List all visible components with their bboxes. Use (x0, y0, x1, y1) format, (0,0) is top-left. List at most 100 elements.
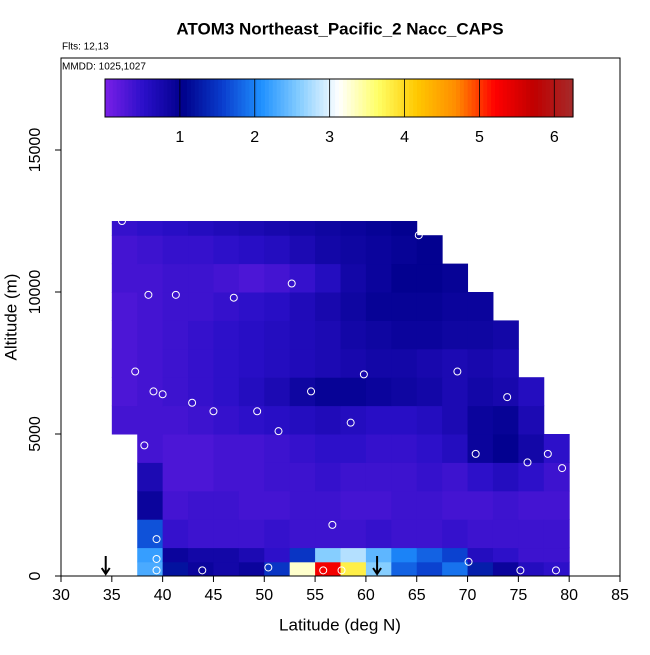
heatmap-cell (365, 490, 392, 520)
colorbar-swatch (549, 79, 555, 117)
x-tick-label: 75 (509, 587, 527, 604)
heatmap-cell (162, 263, 189, 293)
colorbar-swatch (448, 79, 453, 117)
colorbar-swatch (510, 79, 516, 117)
colorbar-tick-label: 4 (400, 129, 409, 146)
heatmap-cell (365, 377, 392, 407)
heatmap-cell (213, 519, 240, 549)
colorbar-swatch (292, 79, 297, 117)
heatmap-cell (365, 221, 392, 236)
sample-point (551, 566, 560, 575)
heatmap-cell (340, 519, 367, 549)
heatmap-cell (137, 235, 164, 265)
colorbar-swatch (311, 79, 317, 117)
heatmap-cell (416, 292, 443, 321)
heatmap-cell (289, 561, 316, 577)
heatmap-cell (315, 263, 341, 293)
y-tick-label: 0 (27, 571, 44, 580)
heatmap-cell (315, 348, 341, 378)
heatmap-cell (238, 561, 265, 577)
colorbar-swatch (284, 79, 289, 117)
colorbar-swatch (401, 79, 406, 117)
colorbar-swatch (381, 79, 387, 117)
colorbar-swatch (389, 79, 395, 117)
heatmap-cell (289, 235, 316, 265)
heatmap-cell (315, 221, 341, 236)
heatmap-cell (416, 320, 443, 350)
heatmap-cell (238, 320, 265, 350)
chart-title: ATOM3 Northeast_Pacific_2 Nacc_CAPS (176, 19, 503, 38)
colorbar-swatch (222, 79, 227, 117)
heatmap-cell (416, 263, 443, 293)
colorbar-swatch (202, 79, 207, 117)
colorbar-swatch (276, 79, 282, 117)
heatmap-cell (188, 490, 214, 520)
colorbar-swatch (346, 79, 352, 117)
heatmap-cell (391, 292, 418, 321)
heatmap-cell (467, 434, 494, 463)
heatmap-cell (391, 405, 418, 435)
heatmap-cell (289, 462, 316, 492)
sample-point (144, 290, 153, 299)
heatmap-cell (365, 462, 392, 492)
colorbar-swatch (428, 79, 434, 117)
colorbar-swatch (132, 79, 137, 117)
colorbar-tick-label: 5 (475, 129, 484, 146)
heatmap-cell (365, 320, 392, 350)
heatmap-cell (492, 490, 519, 520)
colorbar-swatch (303, 79, 309, 117)
colorbar-swatch (194, 79, 200, 117)
heatmap-cell (238, 235, 265, 265)
colorbar-swatch (190, 79, 196, 117)
sample-point (152, 535, 161, 544)
colorbar-swatch (179, 79, 184, 117)
heatmap-cell (518, 519, 545, 549)
sample-point (152, 566, 161, 575)
sample-point (158, 390, 167, 399)
heatmap-cell (391, 490, 418, 520)
colorbar-swatch (229, 79, 235, 117)
heatmap-cell (340, 462, 367, 492)
heatmap-cell (137, 348, 164, 378)
colorbar-swatch (354, 79, 360, 117)
colorbar-tick-label: 3 (325, 129, 334, 146)
heatmap-cell (315, 434, 341, 463)
colorbar-swatch (432, 79, 438, 117)
heatmap-cell (340, 221, 367, 236)
heatmap-cell (518, 490, 545, 520)
heatmap-cell (467, 561, 494, 577)
colorbar-swatch (331, 79, 336, 117)
heatmap-cell (391, 462, 418, 492)
colorbar-swatch (300, 79, 305, 117)
heatmap-cell (137, 221, 164, 236)
colorbar-swatch (323, 79, 328, 117)
x-tick-label: 85 (611, 587, 629, 604)
heatmap-cell (492, 405, 519, 435)
colorbar-frame (104, 78, 574, 118)
heatmap-cell (467, 377, 494, 407)
colorbar-swatch (171, 79, 176, 117)
heatmap-cell (365, 405, 392, 435)
x-tick-label: 50 (255, 587, 273, 604)
colorbar-swatch (530, 79, 535, 117)
colorbar-swatch (565, 79, 570, 117)
colorbar-swatch (413, 79, 418, 117)
y-tick-label: 5000 (27, 416, 44, 452)
heatmap-cell (391, 320, 418, 350)
heatmap-cell (213, 561, 240, 577)
colorbar-swatch (495, 79, 500, 117)
heatmap-cell (391, 519, 418, 549)
heatmap-cell (492, 519, 519, 549)
heatmap-cell (264, 405, 291, 435)
heatmap-cell (416, 405, 443, 435)
heatmap-cell (340, 348, 367, 378)
heatmap-cell (188, 263, 214, 293)
heatmap-cell (162, 405, 189, 435)
colorbar-swatch (541, 79, 547, 117)
heatmap-cell (340, 547, 367, 563)
sample-point (464, 557, 473, 566)
heatmap-cell (492, 377, 519, 407)
sample-point (117, 217, 126, 226)
heatmap-cell (238, 434, 265, 463)
